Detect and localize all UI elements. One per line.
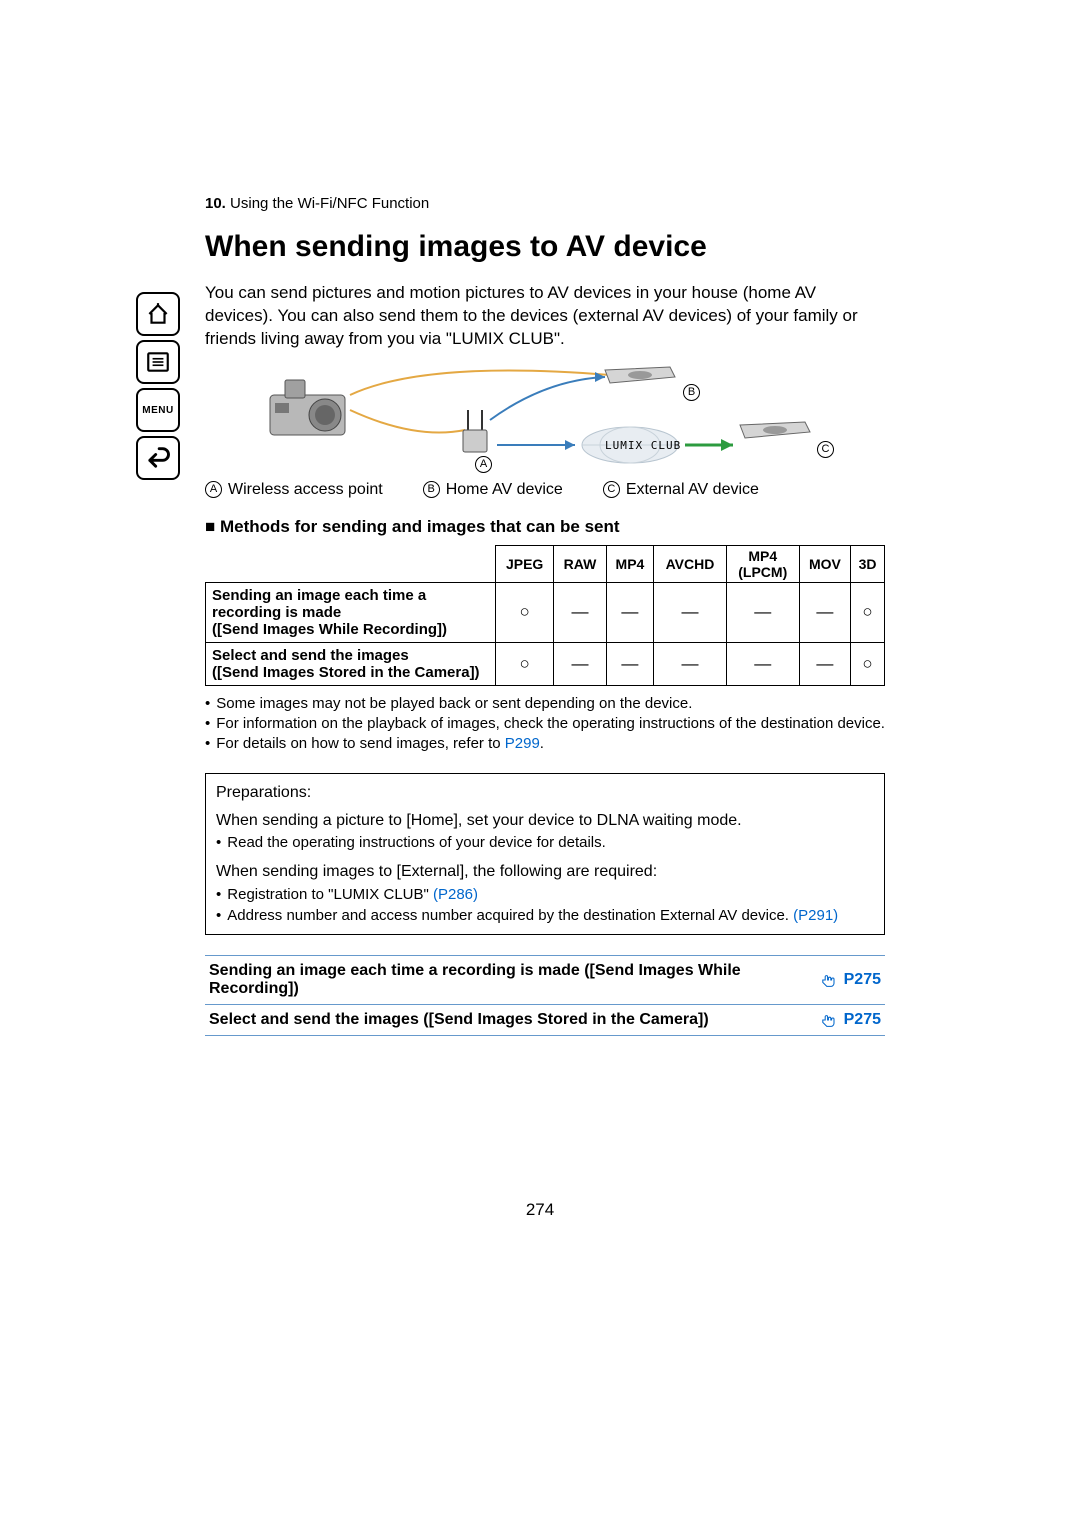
chapter-line: 10. Using the Wi-Fi/NFC Function bbox=[205, 195, 885, 212]
chapter-num: 10. bbox=[205, 195, 226, 212]
page-link[interactable]: (P286) bbox=[433, 886, 478, 903]
diagram-label-b: B bbox=[683, 383, 700, 401]
link-row-text: Select and send the images ([Send Images… bbox=[209, 1011, 820, 1029]
link-row-ref: P275 bbox=[820, 1011, 881, 1029]
col-mov: MOV bbox=[799, 545, 850, 582]
methods-table: JPEG RAW MP4 AVCHD MP4(LPCM) MOV 3D Send… bbox=[205, 545, 885, 686]
prep-p1: When sending a picture to [Home], set yo… bbox=[216, 810, 874, 832]
preparations-box: Preparations: When sending a picture to … bbox=[205, 773, 885, 935]
col-mp4: MP4 bbox=[606, 545, 654, 582]
note-item: For details on how to send images, refer… bbox=[205, 734, 885, 754]
page-content: 10. Using the Wi-Fi/NFC Function When se… bbox=[205, 195, 885, 1036]
methods-heading: Methods for sending and images that can … bbox=[205, 517, 885, 537]
prep-p2: When sending images to [External], the f… bbox=[216, 861, 874, 883]
list-icon bbox=[145, 349, 171, 375]
contents-button[interactable] bbox=[136, 340, 180, 384]
hand-pointer-icon bbox=[820, 972, 840, 988]
legend-a: AWireless access point bbox=[205, 481, 383, 499]
sidebar-nav: MENU bbox=[136, 292, 180, 484]
col-raw: RAW bbox=[554, 545, 606, 582]
link-row[interactable]: Sending an image each time a recording i… bbox=[205, 955, 885, 1005]
access-point-icon bbox=[460, 405, 490, 455]
row-label: Select and send the images ([Send Images… bbox=[206, 642, 496, 685]
page-link[interactable]: (P291) bbox=[793, 907, 838, 924]
back-icon bbox=[144, 444, 172, 472]
home-button[interactable] bbox=[136, 292, 180, 336]
legend-c: CExternal AV device bbox=[603, 481, 759, 499]
col-mp4-lpcm: MP4(LPCM) bbox=[726, 545, 799, 582]
page-link[interactable]: P299 bbox=[505, 735, 540, 752]
notes-list: Some images may not be played back or se… bbox=[205, 694, 885, 755]
prep-p2-notes: Registration to "LUMIX CLUB" (P286) Addr… bbox=[216, 884, 874, 926]
diagram-label-a: A bbox=[475, 455, 492, 473]
prep-p1-notes: Read the operating instructions of your … bbox=[216, 832, 874, 853]
chapter-title: Using the Wi-Fi/NFC Function bbox=[230, 195, 429, 212]
connection-diagram: LUMIX CLUB A B C bbox=[265, 365, 825, 475]
link-row-ref: P275 bbox=[820, 971, 881, 989]
col-avchd: AVCHD bbox=[654, 545, 727, 582]
link-row-text: Sending an image each time a recording i… bbox=[209, 962, 820, 998]
home-av-device-icon bbox=[600, 365, 680, 387]
page-title: When sending images to AV device bbox=[205, 230, 885, 264]
diagram-label-c: C bbox=[817, 440, 834, 458]
row-label: Sending an image each time a recording i… bbox=[206, 582, 496, 642]
legend-b: BHome AV device bbox=[423, 481, 563, 499]
link-row[interactable]: Select and send the images ([Send Images… bbox=[205, 1005, 885, 1036]
diagram-legend: AWireless access point BHome AV device C… bbox=[205, 481, 885, 499]
menu-label: MENU bbox=[142, 405, 173, 416]
table-row: Sending an image each time a recording i… bbox=[206, 582, 885, 642]
lumix-club-label: LUMIX CLUB bbox=[605, 439, 681, 452]
home-icon bbox=[145, 301, 171, 327]
table-corner bbox=[206, 545, 496, 582]
menu-button[interactable]: MENU bbox=[136, 388, 180, 432]
page-number: 274 bbox=[0, 1200, 1080, 1220]
note-item: Some images may not be played back or se… bbox=[205, 694, 885, 714]
col-jpeg: JPEG bbox=[496, 545, 554, 582]
col-3d: 3D bbox=[851, 545, 885, 582]
prep-title: Preparations: bbox=[216, 782, 874, 804]
external-av-device-icon bbox=[735, 420, 815, 442]
intro-text: You can send pictures and motion picture… bbox=[205, 282, 885, 351]
back-button[interactable] bbox=[136, 436, 180, 480]
note-item: For information on the playback of image… bbox=[205, 714, 885, 734]
table-row: Select and send the images ([Send Images… bbox=[206, 642, 885, 685]
hand-pointer-icon bbox=[820, 1012, 840, 1028]
